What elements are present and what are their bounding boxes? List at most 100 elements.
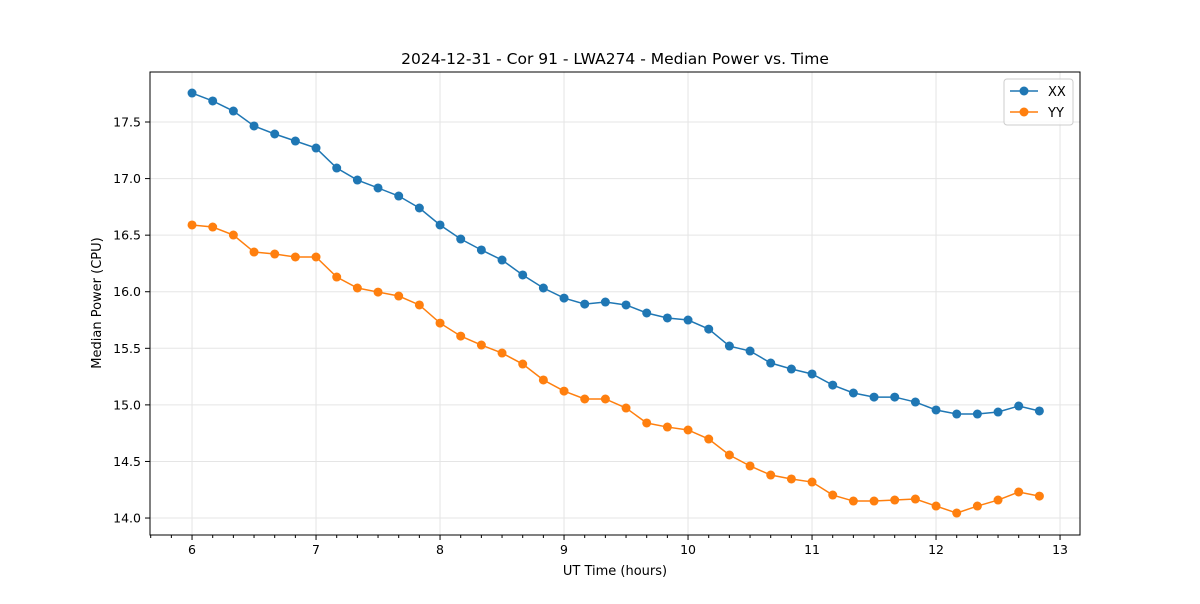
data-point-xx <box>1014 401 1024 411</box>
data-point-yy <box>745 461 755 471</box>
data-point-xx <box>745 346 755 356</box>
data-point-xx <box>580 299 590 309</box>
y-axis-label: Median Power (CPU) <box>90 237 105 368</box>
data-point-xx <box>972 409 982 419</box>
data-point-xx <box>373 183 383 193</box>
legend-marker-yy <box>1019 107 1029 117</box>
data-point-yy <box>848 496 858 506</box>
data-point-yy <box>704 434 714 444</box>
data-point-xx <box>332 163 342 173</box>
x-tick-label: 6 <box>188 542 196 557</box>
chart-title: 2024-12-31 - Cor 91 - LWA274 - Median Po… <box>401 50 829 68</box>
data-point-yy <box>559 386 569 396</box>
data-point-xx <box>910 397 920 407</box>
data-point-yy <box>518 359 528 369</box>
x-tick-label: 7 <box>312 542 320 557</box>
data-point-xx <box>828 380 838 390</box>
x-axis-label: UT Time (hours) <box>563 564 667 579</box>
x-tick-label: 9 <box>560 542 568 557</box>
series-line-xx <box>191 92 1040 415</box>
data-point-yy <box>993 495 1003 505</box>
data-point-xx <box>869 392 879 402</box>
x-tick-label: 11 <box>804 542 820 557</box>
data-point-xx <box>228 106 238 116</box>
data-point-xx <box>538 283 548 293</box>
data-point-yy <box>414 300 424 310</box>
plot-frame <box>149 71 1081 536</box>
data-point-xx <box>766 358 776 368</box>
data-point-yy <box>869 496 879 506</box>
data-point-xx <box>394 191 404 201</box>
data-point-xx <box>621 300 631 310</box>
data-point-xx <box>476 245 486 255</box>
x-tick-label: 12 <box>928 542 944 557</box>
data-point-yy <box>910 494 920 504</box>
y-tick-label: 16.0 <box>113 284 141 299</box>
axis-ticks: 6 7 8 9 10 11 12 13 14.0 14.5 15.0 15.5 16.0 16.5 17.0… <box>113 115 1068 557</box>
data-point-yy <box>972 501 982 511</box>
data-point-xx <box>1034 406 1044 416</box>
data-point-yy <box>352 283 362 293</box>
data-point-xx <box>662 313 672 323</box>
data-point-yy <box>435 318 445 328</box>
data-point-yy <box>952 508 962 518</box>
y-tick-label: 15.5 <box>113 341 141 356</box>
y-tick-label: 16.5 <box>113 228 141 243</box>
data-point-xx <box>786 364 796 374</box>
data-point-xx <box>931 405 941 415</box>
series-line-yy <box>191 224 1040 514</box>
data-point-xx <box>208 96 218 106</box>
data-point-xx <box>352 175 362 185</box>
data-point-xx <box>642 308 652 318</box>
data-point-xx <box>456 234 466 244</box>
x-tick-label: 13 <box>1052 542 1068 557</box>
data-point-xx <box>311 143 321 153</box>
data-point-xx <box>993 407 1003 417</box>
data-point-yy <box>828 490 838 500</box>
y-tick-label: 15.0 <box>113 397 141 412</box>
data-point-yy <box>228 230 238 240</box>
x-tick-label: 8 <box>436 542 444 557</box>
data-point-xx <box>600 297 610 307</box>
grid <box>150 72 1080 535</box>
data-point-yy <box>187 220 197 230</box>
data-point-yy <box>290 252 300 262</box>
data-point-yy <box>249 247 259 257</box>
data-point-xx <box>807 369 817 379</box>
data-point-yy <box>580 394 590 404</box>
x-tick-label: 10 <box>680 542 696 557</box>
data-point-yy <box>786 474 796 484</box>
data-point-xx <box>559 293 569 303</box>
data-point-yy <box>766 470 776 480</box>
data-point-yy <box>497 348 507 358</box>
data-point-yy <box>476 340 486 350</box>
legend-marker-xx <box>1019 86 1029 96</box>
data-point-xx <box>704 324 714 334</box>
data-point-xx <box>414 203 424 213</box>
data-point-yy <box>890 495 900 505</box>
data-point-yy <box>683 425 693 435</box>
data-point-xx <box>249 121 259 131</box>
data-point-xx <box>683 315 693 325</box>
data-point-yy <box>931 501 941 511</box>
data-point-yy <box>662 422 672 432</box>
data-point-yy <box>373 287 383 297</box>
legend: XX YY <box>1003 78 1074 126</box>
data-point-xx <box>290 136 300 146</box>
data-point-yy <box>332 272 342 282</box>
data-point-yy <box>642 418 652 428</box>
y-tick-label: 17.0 <box>113 171 141 186</box>
data-point-xx <box>497 255 507 265</box>
y-tick-label: 17.5 <box>113 115 141 130</box>
series-group <box>187 88 1044 518</box>
y-tick-label: 14.0 <box>113 511 141 526</box>
data-point-yy <box>1014 487 1024 497</box>
data-point-yy <box>208 222 218 232</box>
legend-label-yy: YY <box>1047 106 1064 121</box>
data-point-yy <box>538 375 548 385</box>
data-point-yy <box>621 403 631 413</box>
data-point-yy <box>394 291 404 301</box>
data-point-yy <box>311 252 321 262</box>
data-point-yy <box>1034 491 1044 501</box>
